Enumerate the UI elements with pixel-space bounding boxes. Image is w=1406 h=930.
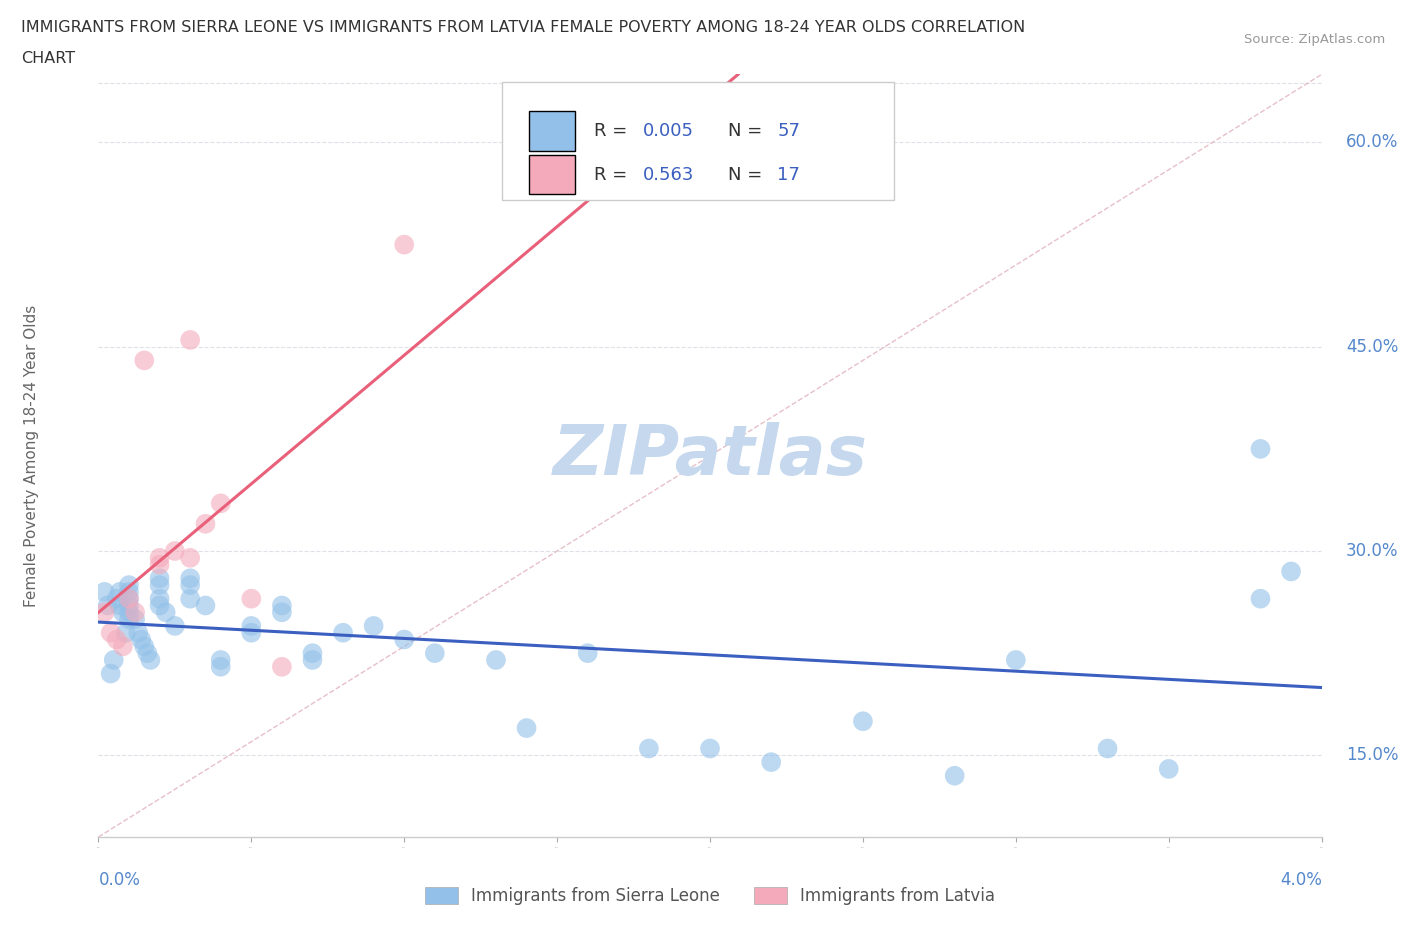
Point <box>118 591 141 606</box>
Point <box>136 645 159 660</box>
Point <box>100 666 122 681</box>
Text: 0.563: 0.563 <box>643 166 695 183</box>
Point <box>134 353 156 368</box>
Point <box>163 543 186 558</box>
Point <box>240 618 263 633</box>
Point <box>93 584 115 599</box>
Point <box>1249 442 1271 457</box>
Point <box>194 516 217 531</box>
Point <box>155 604 177 619</box>
Point <box>111 604 134 619</box>
Point <box>240 591 263 606</box>
Point <box>1004 653 1026 668</box>
Point <box>209 496 232 511</box>
Point <box>124 612 146 627</box>
Point <box>105 632 128 647</box>
Text: IMMIGRANTS FROM SIERRA LEONE VS IMMIGRANTS FROM LATVIA FEMALE POVERTY AMONG 18-2: IMMIGRANTS FROM SIERRA LEONE VS IMMIGRAN… <box>21 20 1025 35</box>
Point <box>270 604 294 619</box>
Point <box>392 237 416 252</box>
Text: Source: ZipAtlas.com: Source: ZipAtlas.com <box>1244 33 1385 46</box>
Point <box>209 659 232 674</box>
FancyBboxPatch shape <box>502 82 894 200</box>
Point <box>149 557 172 572</box>
Point <box>1249 591 1271 606</box>
Point <box>699 741 721 756</box>
Point <box>943 768 966 783</box>
Point <box>485 653 508 668</box>
Point <box>179 571 201 586</box>
Text: 0.005: 0.005 <box>643 122 693 140</box>
Text: 60.0%: 60.0% <box>1346 134 1399 152</box>
Legend: Immigrants from Sierra Leone, Immigrants from Latvia: Immigrants from Sierra Leone, Immigrants… <box>425 887 995 905</box>
Text: Female Poverty Among 18-24 Year Olds: Female Poverty Among 18-24 Year Olds <box>24 305 38 607</box>
Point <box>179 578 201 592</box>
Point <box>118 604 141 619</box>
Point <box>179 333 201 348</box>
Point <box>118 612 141 627</box>
Point <box>179 591 201 606</box>
Text: 45.0%: 45.0% <box>1346 338 1399 356</box>
Text: CHART: CHART <box>21 51 75 66</box>
Point <box>127 625 149 640</box>
FancyBboxPatch shape <box>529 154 575 194</box>
Point <box>108 598 131 613</box>
Point <box>124 604 146 619</box>
Point <box>1157 762 1180 777</box>
Point <box>637 741 661 756</box>
Point <box>240 625 263 640</box>
Point <box>759 754 782 769</box>
Text: 15.0%: 15.0% <box>1346 746 1399 764</box>
Point <box>516 721 538 736</box>
FancyBboxPatch shape <box>529 111 575 151</box>
Point <box>209 653 232 668</box>
Point <box>301 645 323 660</box>
Point <box>163 618 186 633</box>
Point <box>111 639 134 654</box>
Text: N =: N = <box>728 122 768 140</box>
Point <box>179 551 201 565</box>
Point <box>301 653 323 668</box>
Point <box>149 591 172 606</box>
Point <box>332 625 354 640</box>
Point <box>270 598 294 613</box>
Point <box>149 571 172 586</box>
Point <box>576 645 599 660</box>
Text: 0.0%: 0.0% <box>98 871 141 889</box>
Point <box>129 632 152 647</box>
Text: N =: N = <box>728 166 768 183</box>
Point <box>97 598 120 613</box>
Point <box>363 618 385 633</box>
Point <box>105 591 128 606</box>
Point <box>118 584 141 599</box>
Point <box>100 625 122 640</box>
Point <box>118 591 141 606</box>
Point <box>103 653 125 668</box>
Text: R =: R = <box>593 122 633 140</box>
Point <box>139 653 162 668</box>
Text: 17: 17 <box>778 166 800 183</box>
Text: 4.0%: 4.0% <box>1279 871 1322 889</box>
Point <box>93 604 115 619</box>
Point <box>392 632 416 647</box>
Point <box>108 584 131 599</box>
Point <box>149 578 172 592</box>
Text: 30.0%: 30.0% <box>1346 542 1399 560</box>
Point <box>1279 564 1302 578</box>
Point <box>134 639 156 654</box>
Point <box>852 714 875 729</box>
Point <box>149 598 172 613</box>
Point <box>118 598 141 613</box>
Point <box>270 659 294 674</box>
Point <box>1097 741 1119 756</box>
Text: R =: R = <box>593 166 633 183</box>
Point <box>115 625 138 640</box>
Text: ZIPatlas: ZIPatlas <box>553 422 868 489</box>
Point <box>149 551 172 565</box>
Point <box>423 645 446 660</box>
Point <box>118 578 141 592</box>
Text: 57: 57 <box>778 122 800 140</box>
Point <box>194 598 217 613</box>
